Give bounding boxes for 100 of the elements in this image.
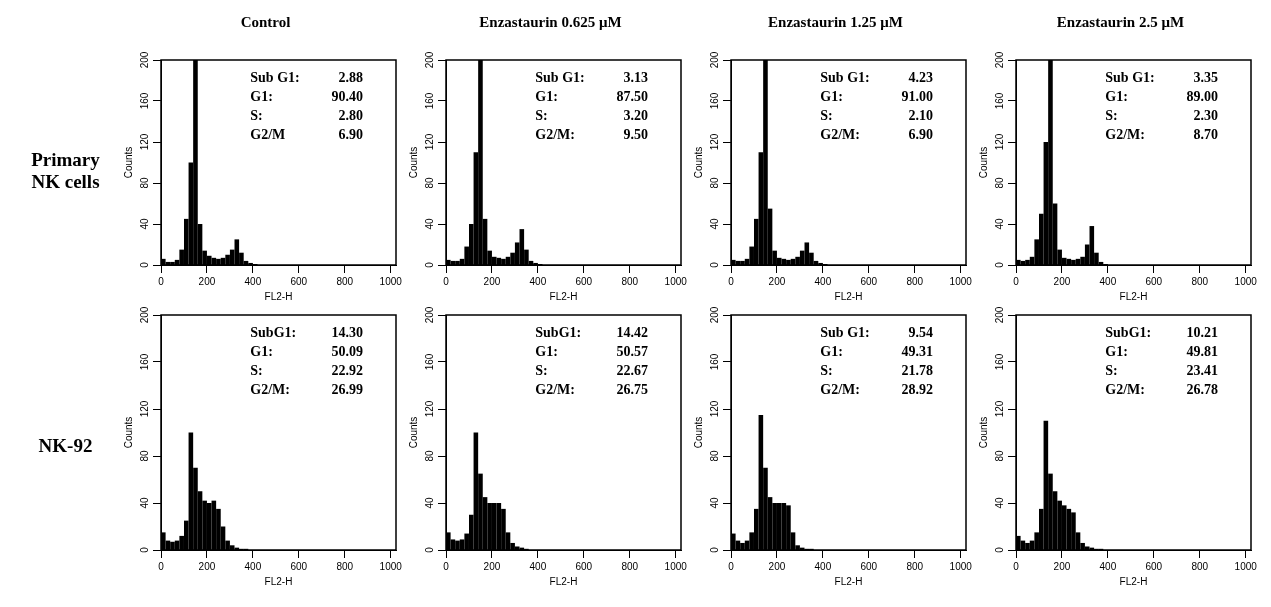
x-axis-title: FL2-H <box>549 290 578 302</box>
x-tick-label: 800 <box>906 560 924 572</box>
x-tick-label: 0 <box>158 560 165 572</box>
y-axis-title: Counts <box>977 146 989 179</box>
y-axis-title: Counts <box>692 416 704 449</box>
x-tick-label: 0 <box>443 275 450 287</box>
text: Primary NK cells <box>31 148 100 192</box>
text: SubG1: 14.30 <box>250 324 364 340</box>
y-tick-label: 160 <box>423 92 435 110</box>
y-axis-title: Counts <box>407 146 419 179</box>
text: NK-92 <box>38 434 93 456</box>
x-tick-label: 1000 <box>379 275 403 287</box>
y-tick-label: 0 <box>423 546 435 553</box>
x-tick-label: 200 <box>483 560 501 572</box>
y-tick-label: 40 <box>708 497 720 509</box>
text: G1: 91.00 <box>820 88 934 104</box>
y-tick-label: 200 <box>708 306 720 324</box>
x-tick-label: 200 <box>768 560 786 572</box>
x-tick-label: 200 <box>198 275 216 287</box>
y-tick-label: 0 <box>138 546 150 553</box>
y-tick-label: 200 <box>423 51 435 69</box>
text: G1: 50.09 <box>250 343 364 359</box>
y-tick-label: 160 <box>423 353 435 371</box>
y-tick-label: 160 <box>138 92 150 110</box>
chart-title: Enzastaurin 0.625 μM <box>478 13 623 32</box>
x-tick-label: 400 <box>529 560 547 572</box>
x-tick-label: 400 <box>814 275 832 287</box>
text: Sub G1: 3.35 <box>1105 69 1219 85</box>
text: S: 22.92 <box>250 362 364 378</box>
text: S: 23.41 <box>1105 362 1219 378</box>
x-tick-label: 0 <box>1013 275 1020 287</box>
y-tick-label: 160 <box>708 353 720 371</box>
y-tick-label: 120 <box>993 133 1005 151</box>
y-tick-label: 80 <box>708 450 720 462</box>
x-axis-title: FL2-H <box>549 575 578 587</box>
y-tick-label: 120 <box>138 133 150 151</box>
y-tick-label: 120 <box>138 400 150 418</box>
y-tick-label: 0 <box>708 546 720 553</box>
y-tick-label: 160 <box>993 92 1005 110</box>
x-tick-label: 800 <box>906 275 924 287</box>
x-tick-label: 400 <box>1099 560 1117 572</box>
y-axis-title: Counts <box>122 416 134 449</box>
text: G1: 90.40 <box>250 88 364 104</box>
text: G2/M 6.90 <box>250 126 364 142</box>
y-tick-label: 200 <box>993 51 1005 69</box>
text: G2/M: 9.50 <box>535 126 649 142</box>
x-tick-label: 0 <box>1013 560 1020 572</box>
y-tick-label: 120 <box>423 133 435 151</box>
y-tick-label: 120 <box>708 133 720 151</box>
x-tick-label: 200 <box>483 275 501 287</box>
chart-title: Enzastaurin 2.5 μM <box>1055 13 1186 32</box>
text: S: 2.10 <box>820 107 934 123</box>
y-tick-label: 80 <box>993 177 1005 189</box>
y-tick-label: 80 <box>423 450 435 462</box>
y-tick-label: 80 <box>423 177 435 189</box>
y-tick-label: 200 <box>423 306 435 324</box>
text: Sub G1: 3.13 <box>535 69 649 85</box>
y-tick-label: 40 <box>138 218 150 230</box>
x-tick-label: 400 <box>1099 275 1117 287</box>
x-tick-label: 400 <box>244 275 262 287</box>
y-tick-label: 120 <box>708 400 720 418</box>
text: Sub G1: 9.54 <box>820 324 934 340</box>
x-tick-label: 1000 <box>1234 560 1258 572</box>
y-tick-label: 0 <box>993 261 1005 268</box>
y-tick-label: 0 <box>993 546 1005 553</box>
chart-title: Enzastaurin 1.25 μM <box>767 13 904 32</box>
text: G2/M: 26.75 <box>535 381 649 397</box>
text: G2/M: 26.78 <box>1105 381 1219 397</box>
y-tick-label: 40 <box>993 497 1005 509</box>
x-axis-title: FL2-H <box>834 575 863 587</box>
x-tick-label: 1000 <box>379 560 403 572</box>
text: G1: 89.00 <box>1105 88 1219 104</box>
y-tick-label: 200 <box>138 51 150 69</box>
y-axis-title: Counts <box>692 146 704 179</box>
x-tick-label: 200 <box>198 560 216 572</box>
x-tick-label: 600 <box>575 560 593 572</box>
text: Sub G1: 2.88 <box>250 69 364 85</box>
x-axis-title: FL2-H <box>834 290 863 302</box>
y-tick-label: 0 <box>708 261 720 268</box>
y-tick-label: 80 <box>138 177 150 189</box>
x-tick-label: 400 <box>814 560 832 572</box>
y-tick-label: 160 <box>138 353 150 371</box>
text: S: 21.78 <box>820 362 934 378</box>
x-tick-label: 800 <box>336 275 354 287</box>
y-axis-title: Counts <box>977 416 989 449</box>
x-tick-label: 0 <box>158 275 165 287</box>
x-axis-title: FL2-H <box>1119 575 1148 587</box>
text: G1: 87.50 <box>535 88 649 104</box>
y-tick-label: 120 <box>993 400 1005 418</box>
text: G2/M: 8.70 <box>1105 126 1219 142</box>
x-tick-label: 400 <box>244 560 262 572</box>
y-tick-label: 160 <box>708 92 720 110</box>
text: S: 22.67 <box>535 362 649 378</box>
x-tick-label: 800 <box>621 560 639 572</box>
text: S: 2.80 <box>250 107 364 123</box>
y-tick-label: 200 <box>708 51 720 69</box>
x-tick-label: 800 <box>621 275 639 287</box>
y-tick-label: 80 <box>993 450 1005 462</box>
y-tick-label: 0 <box>138 261 150 268</box>
y-tick-label: 80 <box>708 177 720 189</box>
